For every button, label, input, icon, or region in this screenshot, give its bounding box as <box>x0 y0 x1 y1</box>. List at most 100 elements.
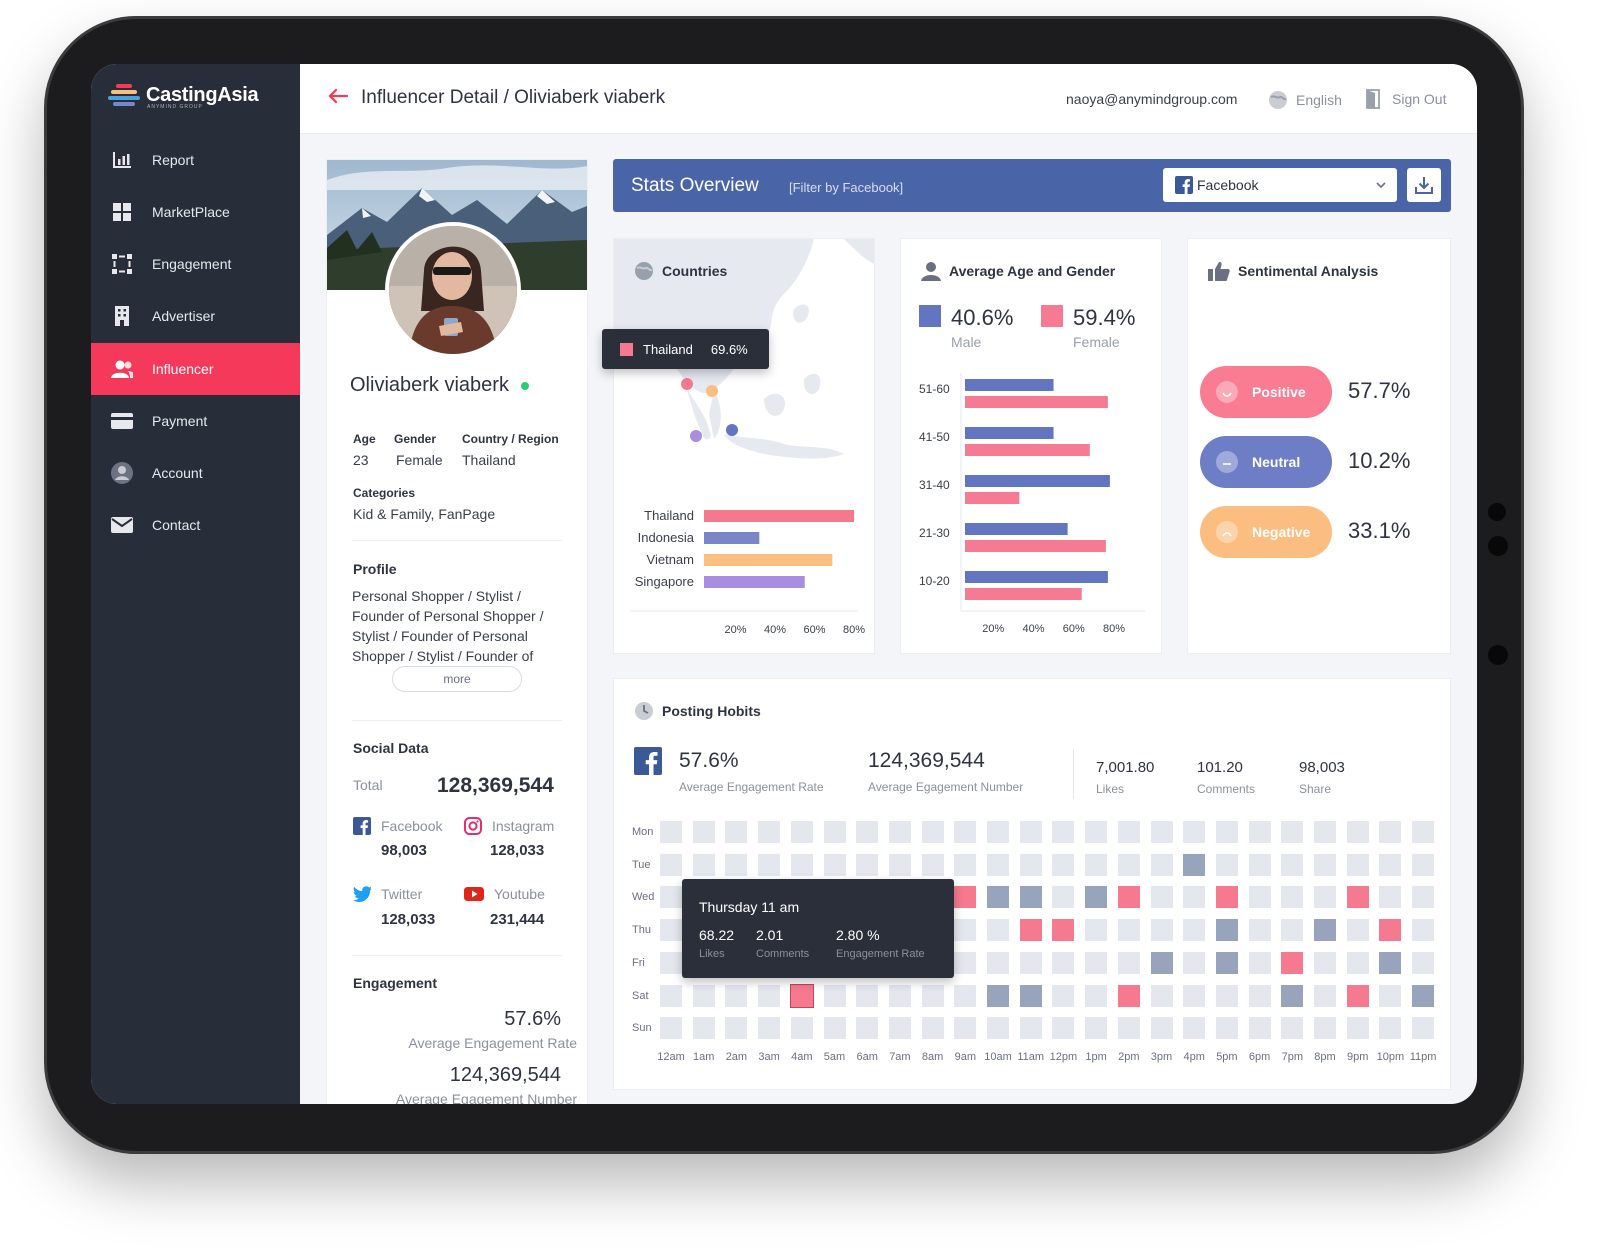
heatmap-cell[interactable] <box>692 984 715 1007</box>
heatmap-cell[interactable] <box>692 821 715 843</box>
heatmap-cell[interactable] <box>921 984 944 1007</box>
heatmap-cell[interactable] <box>823 853 846 876</box>
heatmap-cell[interactable] <box>987 821 1009 843</box>
heatmap-cell[interactable] <box>954 951 977 974</box>
heatmap-cell[interactable] <box>856 821 879 843</box>
heatmap-cell[interactable] <box>1085 1017 1108 1040</box>
heatmap-cell[interactable] <box>1085 886 1108 909</box>
heatmap-cell[interactable] <box>1117 886 1140 909</box>
heatmap-cell[interactable] <box>789 983 814 1008</box>
heatmap-cell[interactable] <box>1281 853 1304 876</box>
heatmap-cell[interactable] <box>1019 1017 1042 1040</box>
heatmap-cell[interactable] <box>1412 821 1435 843</box>
heatmap-cell[interactable] <box>888 1017 911 1040</box>
heatmap-cell[interactable] <box>725 1017 748 1040</box>
heatmap-cell[interactable] <box>888 821 911 843</box>
heatmap-cell[interactable] <box>954 919 977 942</box>
heatmap-cell[interactable] <box>1019 821 1042 843</box>
heatmap-cell[interactable] <box>1281 951 1304 974</box>
heatmap-cell[interactable] <box>1412 919 1435 942</box>
heatmap-cell[interactable] <box>1117 951 1140 974</box>
heatmap-cell[interactable] <box>1379 919 1402 942</box>
heatmap-cell[interactable] <box>856 984 879 1007</box>
heatmap-cell[interactable] <box>1346 853 1369 876</box>
heatmap-cell[interactable] <box>1412 951 1435 974</box>
heatmap-cell[interactable] <box>1281 1017 1304 1040</box>
heatmap-cell[interactable] <box>1314 984 1336 1007</box>
heatmap-cell[interactable] <box>1085 951 1108 974</box>
heatmap-cell[interactable] <box>1314 853 1336 876</box>
heatmap-cell[interactable] <box>1215 951 1238 974</box>
heatmap-cell[interactable] <box>1346 1017 1369 1040</box>
heatmap-cell[interactable] <box>954 1017 977 1040</box>
heatmap-cell[interactable] <box>987 951 1009 974</box>
heatmap-cell[interactable] <box>1281 984 1304 1007</box>
heatmap-cell[interactable] <box>1314 951 1336 974</box>
heatmap-cell[interactable] <box>1183 951 1206 974</box>
heatmap-cell[interactable] <box>1117 984 1140 1007</box>
heatmap-cell[interactable] <box>1346 886 1369 909</box>
heatmap-cell[interactable] <box>1248 1017 1271 1040</box>
heatmap-cell[interactable] <box>1019 984 1042 1007</box>
heatmap-cell[interactable] <box>987 853 1009 876</box>
heatmap-cell[interactable] <box>921 853 944 876</box>
heatmap-cell[interactable] <box>1019 919 1042 942</box>
heatmap-cell[interactable] <box>1052 919 1075 942</box>
sidebar-item-advertiser[interactable]: Advertiser <box>91 290 300 342</box>
heatmap-cell[interactable] <box>758 984 781 1007</box>
heatmap-cell[interactable] <box>1412 853 1435 876</box>
heatmap-cell[interactable] <box>1314 919 1336 942</box>
heatmap-cell[interactable] <box>921 1017 944 1040</box>
heatmap-cell[interactable] <box>954 853 977 876</box>
heatmap-cell[interactable] <box>725 853 748 876</box>
heatmap-cell[interactable] <box>987 1017 1009 1040</box>
heatmap-cell[interactable] <box>856 853 879 876</box>
sentiment-positive[interactable]: Positive <box>1200 366 1332 418</box>
heatmap-cell[interactable] <box>1117 821 1140 843</box>
heatmap-cell[interactable] <box>660 821 682 843</box>
heatmap-cell[interactable] <box>1379 984 1402 1007</box>
heatmap-cell[interactable] <box>1052 1017 1075 1040</box>
heatmap-cell[interactable] <box>725 984 748 1007</box>
heatmap-cell[interactable] <box>1248 886 1271 909</box>
heatmap-cell[interactable] <box>954 886 977 909</box>
heatmap-cell[interactable] <box>1052 853 1075 876</box>
heatmap-cell[interactable] <box>1183 1017 1206 1040</box>
heatmap-cell[interactable] <box>660 984 682 1007</box>
heatmap-cell[interactable] <box>1052 984 1075 1007</box>
heatmap-cell[interactable] <box>1117 853 1140 876</box>
heatmap-cell[interactable] <box>987 984 1009 1007</box>
heatmap-cell[interactable] <box>1346 951 1369 974</box>
heatmap-cell[interactable] <box>1215 821 1238 843</box>
heatmap-cell[interactable] <box>1052 821 1075 843</box>
sign-out-button[interactable]: Sign Out <box>1366 89 1446 109</box>
heatmap-cell[interactable] <box>660 919 682 942</box>
heatmap-cell[interactable] <box>1183 886 1206 909</box>
heatmap-cell[interactable] <box>1183 821 1206 843</box>
heatmap-cell[interactable] <box>888 853 911 876</box>
heatmap-cell[interactable] <box>1346 821 1369 843</box>
heatmap-cell[interactable] <box>1248 951 1271 974</box>
heatmap-cell[interactable] <box>1150 1017 1173 1040</box>
heatmap-cell[interactable] <box>1085 821 1108 843</box>
heatmap-cell[interactable] <box>790 1017 813 1040</box>
heatmap-cell[interactable] <box>790 853 813 876</box>
heatmap-cell[interactable] <box>1379 951 1402 974</box>
heatmap-cell[interactable] <box>1379 853 1402 876</box>
heatmap-cell[interactable] <box>1281 919 1304 942</box>
heatmap-cell[interactable] <box>1248 853 1271 876</box>
heatmap-cell[interactable] <box>1215 1017 1238 1040</box>
heatmap-cell[interactable] <box>1215 886 1238 909</box>
heatmap-cell[interactable] <box>1085 853 1108 876</box>
heatmap-cell[interactable] <box>823 984 846 1007</box>
heatmap-cell[interactable] <box>1412 1017 1435 1040</box>
heatmap-cell[interactable] <box>1150 853 1173 876</box>
heatmap-cell[interactable] <box>987 919 1009 942</box>
heatmap-cell[interactable] <box>823 821 846 843</box>
sentiment-neutral[interactable]: Neutral <box>1200 436 1332 488</box>
platform-select[interactable]: Facebook <box>1163 168 1397 202</box>
heatmap-cell[interactable] <box>1019 951 1042 974</box>
heatmap-cell[interactable] <box>1150 984 1173 1007</box>
heatmap-cell[interactable] <box>823 1017 846 1040</box>
sidebar-item-marketplace[interactable]: MarketPlace <box>91 186 300 238</box>
